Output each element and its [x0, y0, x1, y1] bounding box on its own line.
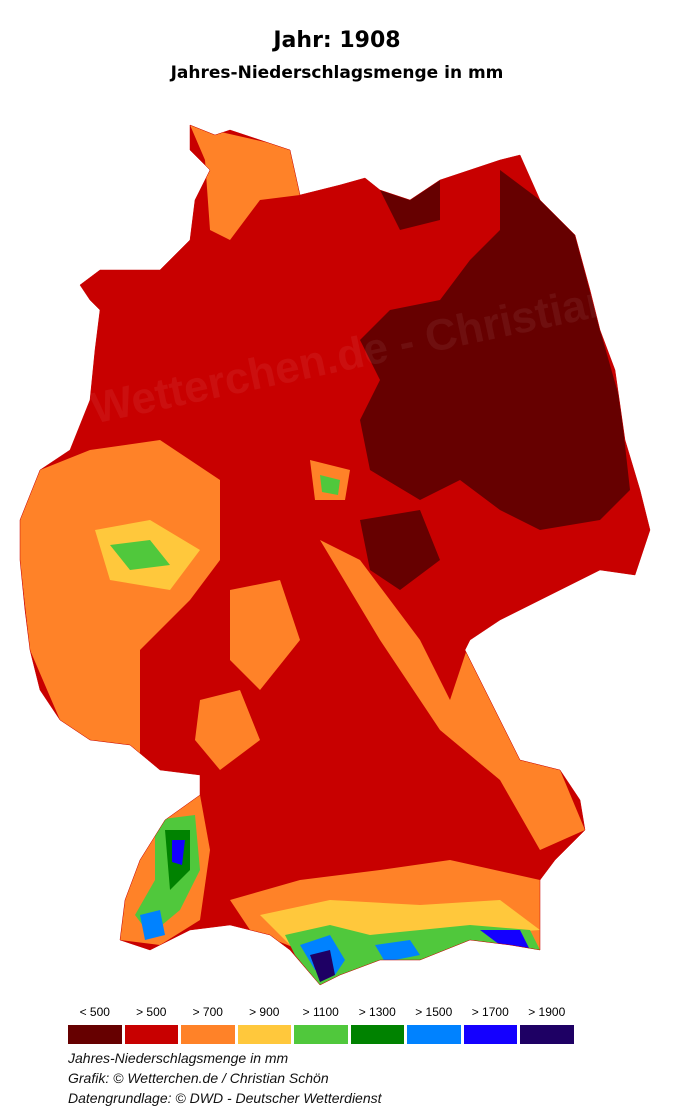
legend-label: < 500: [79, 1005, 110, 1019]
legend-label: > 1700: [471, 1005, 509, 1019]
region-1900-allgaeu: [310, 950, 335, 982]
legend-item: > 1700: [463, 1004, 517, 1044]
region-1100-harz: [320, 475, 340, 495]
region-700-east-mountains: [320, 540, 585, 850]
legend-label: > 1500: [415, 1005, 453, 1019]
legend-item: < 500: [68, 1004, 122, 1044]
legend-item: > 1500: [407, 1004, 461, 1044]
region-700-odenwald: [195, 690, 260, 770]
region-700-hesse: [230, 580, 300, 690]
legend-item: > 1900: [520, 1004, 574, 1044]
legend-label: > 900: [249, 1005, 280, 1019]
map-subtitle: Jahres-Niederschlagsmenge in mm: [170, 63, 504, 83]
legend-label: > 500: [136, 1005, 167, 1019]
legend-item: > 1300: [350, 1004, 404, 1044]
legend: < 500 > 500 > 700 > 900 > 1100 > 1300 > …: [68, 1004, 574, 1044]
legend-swatch: [463, 1025, 517, 1044]
legend-item: > 700: [181, 1004, 235, 1044]
legend-label: > 1900: [528, 1005, 566, 1019]
legend-label: > 700: [192, 1005, 223, 1019]
legend-item: > 900: [237, 1004, 291, 1044]
legend-item: > 1100: [294, 1004, 348, 1044]
germany-outline: [19, 124, 651, 986]
legend-swatch: [181, 1025, 235, 1044]
map-title: Jahr: 1908: [273, 28, 401, 53]
footer-credit: Grafik: © Wetterchen.de / Christian Schö…: [68, 1070, 329, 1086]
precipitation-map: Wetterchen.de - Christian Schön: [19, 124, 651, 986]
legend-swatch: [294, 1025, 348, 1044]
legend-swatch: [124, 1025, 178, 1044]
region-1700-berchtesgaden: [480, 930, 530, 950]
legend-item: > 500: [124, 1004, 178, 1044]
legend-label: > 1100: [302, 1005, 339, 1019]
legend-swatch: [407, 1025, 461, 1044]
footer-source: Datengrundlage: © DWD - Deutscher Wetter…: [68, 1090, 382, 1106]
region-1100-sauerland: [110, 540, 170, 570]
legend-label: > 1300: [358, 1005, 396, 1019]
region-below-500-east: [360, 170, 630, 530]
legend-swatch: [520, 1025, 574, 1044]
legend-swatch: [350, 1025, 404, 1044]
region-1700-blackforest: [172, 840, 185, 865]
region-below-500-central: [360, 510, 440, 590]
region-700-north: [190, 125, 300, 240]
region-1500-blackforest-south: [140, 910, 165, 940]
footer-unit: Jahres-Niederschlagsmenge in mm: [68, 1050, 289, 1066]
region-700-west: [20, 440, 220, 760]
legend-swatch: [68, 1025, 122, 1044]
region-1500-alps-central: [375, 940, 420, 962]
legend-swatch: [237, 1025, 291, 1044]
